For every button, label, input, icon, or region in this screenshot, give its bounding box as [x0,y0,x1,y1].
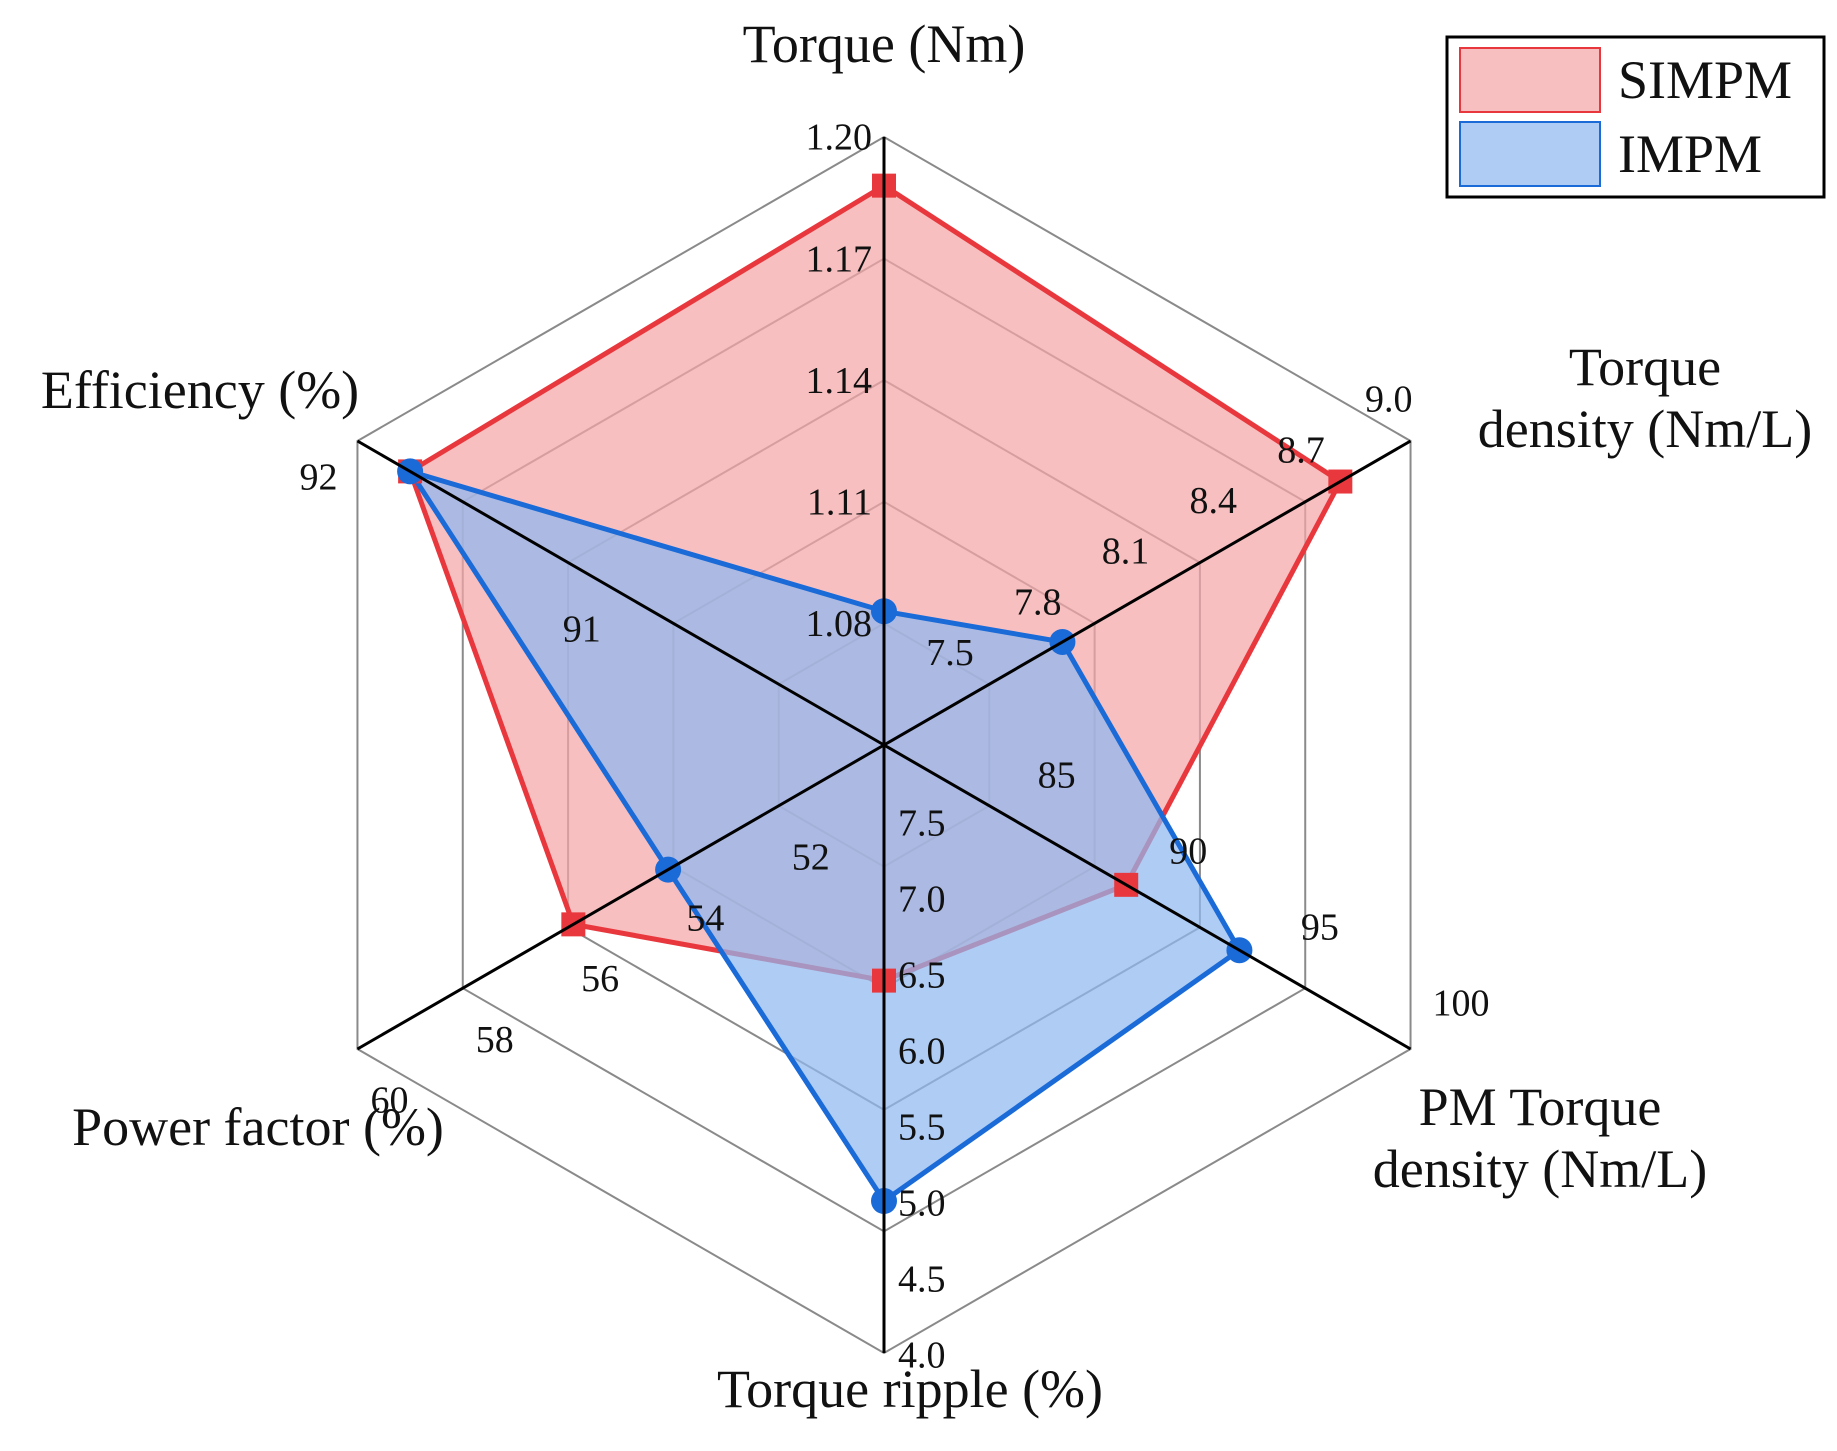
axis-line-pm_torque_density [883,743,1412,1051]
axis-title-pm_torque_density-line-2: density (Nm/L) [1373,1139,1707,1199]
legend-swatch-impm [1459,121,1601,187]
tick-label-torque-1.08: 1.08 [806,603,873,645]
tick-label-torque_density-8.7: 8.7 [1277,429,1325,471]
tick-label-torque_ripple-4.0: 4.0 [898,1335,946,1377]
tick-label-torque_density-8.4: 8.4 [1190,480,1238,522]
tick-label-power_factor-56: 56 [581,958,619,1000]
axis-title-torque_density: Torque density (Nm/L) [1478,337,1812,459]
tick-label-pm_torque_density-95: 95 [1301,907,1339,949]
axis-line-power_factor [356,743,885,1051]
radar-series [397,173,1353,1214]
tick-label-torque_density-7.8: 7.8 [1014,581,1062,623]
tick-label-torque_ripple-6.0: 6.0 [898,1031,946,1073]
axis-title-torque_density-line-2: density (Nm/L) [1478,399,1812,459]
axis-line-efficiency [356,439,885,747]
tick-label-pm_torque_density-85: 85 [1038,755,1076,797]
legend-label-simpm: SIMPM [1618,50,1792,110]
tick-label-torque-1.20: 1.20 [806,117,873,159]
tick-label-torque_ripple-7.0: 7.0 [898,879,946,921]
radar-axes [356,137,1412,1353]
tick-label-efficiency-91: 91 [563,609,601,651]
tick-label-torque_ripple-6.5: 6.5 [898,955,946,997]
axis-title-torque-line-1: Torque (Nm) [743,14,1026,74]
radar-axis-titles: Torque (Nm)Torque density (Nm/L)PM Torque… [41,14,1812,1419]
axis-title-pm_torque_density: PM Torque density (Nm/L) [1373,1077,1707,1199]
tick-label-pm_torque_density-90: 90 [1169,831,1207,873]
tick-label-power_factor-52: 52 [792,837,830,879]
legend: SIMPM IMPM [1445,35,1826,199]
tick-label-torque_ripple-7.5: 7.5 [898,803,946,845]
radar-tick-labels: 1.08 1.11 1.14 1.17 1.20 7.5 7.8 8.1 8.4 8.7 9.0 85… [299,117,1489,1377]
axis-title-torque_ripple: Torque ripple (%) [717,1359,1103,1419]
axis-title-power_factor: Power factor (%) [72,1097,444,1157]
tick-label-torque-1.11: 1.11 [807,482,872,524]
tick-label-torque-1.14: 1.14 [806,360,873,402]
legend-label-impm: IMPM [1618,124,1762,184]
tick-label-torque_density-7.5: 7.5 [926,632,974,674]
axis-title-power_factor-line-1: Power factor (%) [72,1097,444,1157]
axis-title-torque_ripple-line-1: Torque ripple (%) [717,1359,1103,1419]
tick-label-power_factor-54: 54 [686,897,724,939]
tick-label-torque_ripple-5.5: 5.5 [898,1107,946,1149]
axis-title-efficiency: Efficiency (%) [41,360,359,420]
legend-swatch-simpm [1459,47,1601,113]
tick-label-torque_ripple-5.0: 5.0 [898,1183,946,1225]
tick-label-torque-1.17: 1.17 [806,238,873,280]
tick-label-power_factor-60: 60 [370,1080,408,1122]
axis-line-torque_density [883,439,1412,747]
tick-label-power_factor-58: 58 [476,1019,514,1061]
axis-title-torque_density-line-1: Torque [1569,337,1721,397]
axis-title-torque: Torque (Nm) [743,14,1026,74]
tick-label-torque_density-8.1: 8.1 [1102,531,1150,573]
axis-title-pm_torque_density-line-1: PM Torque [1419,1077,1662,1137]
axis-title-efficiency-line-1: Efficiency (%) [41,360,359,420]
tick-label-pm_torque_density-100: 100 [1433,983,1490,1025]
tick-label-torque_ripple-4.5: 4.5 [898,1259,946,1301]
tick-label-torque_density-9.0: 9.0 [1365,379,1413,421]
tick-label-efficiency-92: 92 [299,457,337,499]
